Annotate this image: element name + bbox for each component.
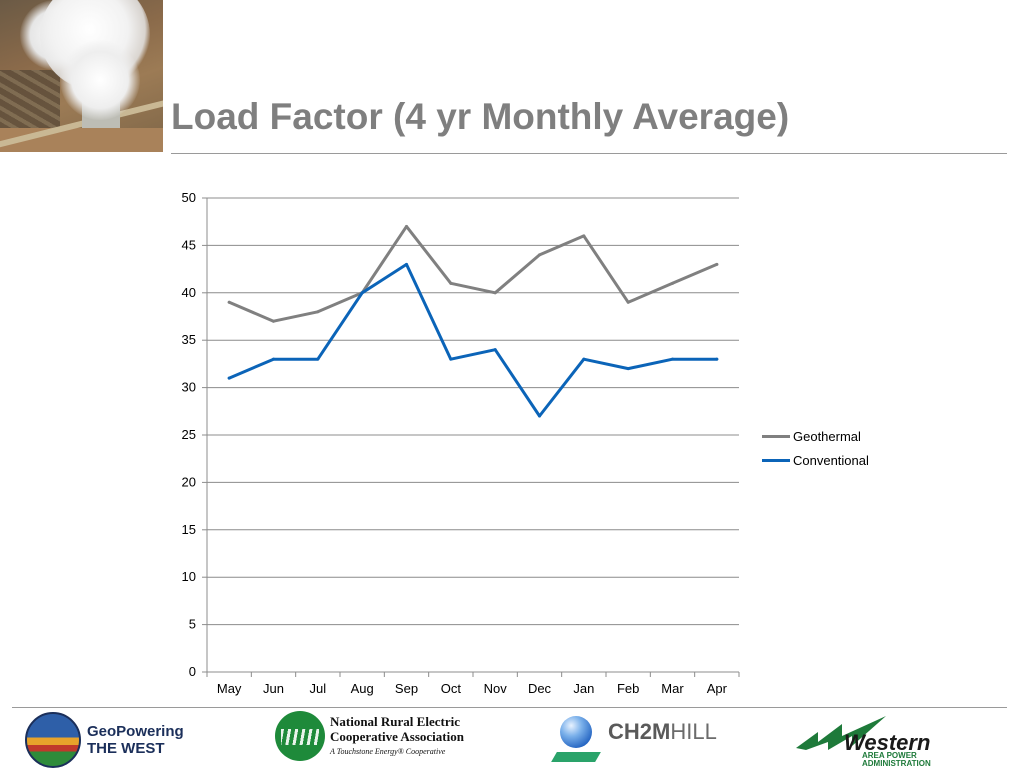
point-geothermal-apr xyxy=(715,262,719,266)
x-tick-label-nov: Nov xyxy=(484,681,508,696)
line-chart: 0 5 10 15 20 25 30 35 40 45 50 May Jun Jul Aug Sep Oct No… xyxy=(182,190,740,696)
western-sub2: ADMINISTRATION xyxy=(862,759,931,768)
point-conventional-jul xyxy=(316,357,320,361)
y-tick-label-50: 50 xyxy=(182,190,196,205)
series-line-conventional xyxy=(227,262,719,418)
title-divider xyxy=(171,153,1007,154)
x-tick-label-feb: Feb xyxy=(617,681,639,696)
header-photo-geothermal-plant xyxy=(0,0,163,152)
x-tick-label-jul: Jul xyxy=(310,681,327,696)
nreca-badge-icon xyxy=(275,711,325,761)
chart-legend: Geothermal Conventional xyxy=(762,424,869,472)
geopowering-badge-icon xyxy=(25,712,81,768)
western-logo: Western AREA POWER ADMINISTRATION xyxy=(796,716,931,768)
point-geothermal-jan xyxy=(582,234,586,238)
legend-label-conventional: Conventional xyxy=(793,452,869,468)
nreca-logo: National Rural Electric Cooperative Asso… xyxy=(275,711,464,761)
y-tick-label-25: 25 xyxy=(182,427,196,442)
point-geothermal-oct xyxy=(449,281,453,285)
point-geothermal-nov xyxy=(493,291,497,295)
y-tick-label-15: 15 xyxy=(182,522,196,537)
ch2mhill-logo: CH2MHILL xyxy=(551,716,717,762)
x-tick-label-apr: Apr xyxy=(707,681,728,696)
point-conventional-aug xyxy=(360,291,364,295)
footer-divider xyxy=(12,707,1007,708)
x-tick-label-jan: Jan xyxy=(573,681,594,696)
y-tick-label-10: 10 xyxy=(182,569,196,584)
legend-label-geothermal: Geothermal xyxy=(793,428,861,444)
point-geothermal-sep xyxy=(405,224,408,228)
ch2m-sphere-icon xyxy=(560,716,592,748)
point-geothermal-jun xyxy=(272,319,275,323)
ch2m-base-icon xyxy=(551,752,601,762)
point-conventional-mar xyxy=(671,357,674,361)
point-geothermal-may xyxy=(227,300,231,304)
point-geothermal-jul xyxy=(316,310,320,314)
series-line-geothermal xyxy=(227,224,719,323)
y-tick-label-5: 5 xyxy=(189,617,196,632)
western-sub1: AREA POWER xyxy=(862,751,917,760)
point-conventional-apr xyxy=(715,357,719,361)
point-conventional-jun xyxy=(272,357,275,361)
x-tick-label-aug: Aug xyxy=(351,681,374,696)
y-tick-label-35: 35 xyxy=(182,332,196,347)
geopowering-logo: GeoPowering THE WEST xyxy=(25,712,184,768)
legend-item-conventional: Conventional xyxy=(762,448,869,472)
y-tick-label-40: 40 xyxy=(182,285,196,300)
point-conventional-oct xyxy=(449,357,453,361)
point-geothermal-mar xyxy=(671,281,674,285)
x-tick-label-sep: Sep xyxy=(395,681,418,696)
y-tick-label-20: 20 xyxy=(182,474,196,489)
y-tick-label-45: 45 xyxy=(182,237,196,252)
western-name: Western xyxy=(844,730,931,755)
western-lightning-icon xyxy=(796,716,886,750)
nreca-tagline: A Touchstone Energy® Cooperative xyxy=(330,746,446,756)
x-tick-label-mar: Mar xyxy=(661,681,684,696)
point-conventional-sep xyxy=(405,262,408,266)
ch2m-bold-text: CH2M xyxy=(608,719,671,744)
x-tick-label-dec: Dec xyxy=(528,681,552,696)
geopowering-line1: GeoPowering xyxy=(87,723,184,740)
x-tick-label-oct: Oct xyxy=(441,681,462,696)
y-tick-label-30: 30 xyxy=(182,380,196,395)
point-conventional-jan xyxy=(582,357,586,361)
y-tick-label-0: 0 xyxy=(189,664,196,679)
point-conventional-dec xyxy=(538,414,541,418)
point-conventional-may xyxy=(227,376,231,380)
point-conventional-feb xyxy=(626,367,630,371)
point-conventional-nov xyxy=(493,348,497,352)
nreca-line1: National Rural Electric xyxy=(330,713,460,729)
legend-swatch-geothermal xyxy=(762,434,790,438)
x-tick-label-jun: Jun xyxy=(263,681,284,696)
ch2m-light-text: HILL xyxy=(670,719,717,744)
point-geothermal-feb xyxy=(626,300,630,304)
geopowering-line2: THE WEST xyxy=(87,740,165,757)
nreca-line2: Cooperative Association xyxy=(330,728,464,744)
x-tick-label-may: May xyxy=(217,681,242,696)
legend-swatch-conventional xyxy=(762,458,790,462)
slide-title: Load Factor (4 yr Monthly Average) xyxy=(171,96,790,137)
legend-item-geothermal: Geothermal xyxy=(762,424,869,448)
point-geothermal-dec xyxy=(538,253,541,257)
footer-logos: GeoPowering THE WEST National Rural Elec… xyxy=(0,710,1024,768)
